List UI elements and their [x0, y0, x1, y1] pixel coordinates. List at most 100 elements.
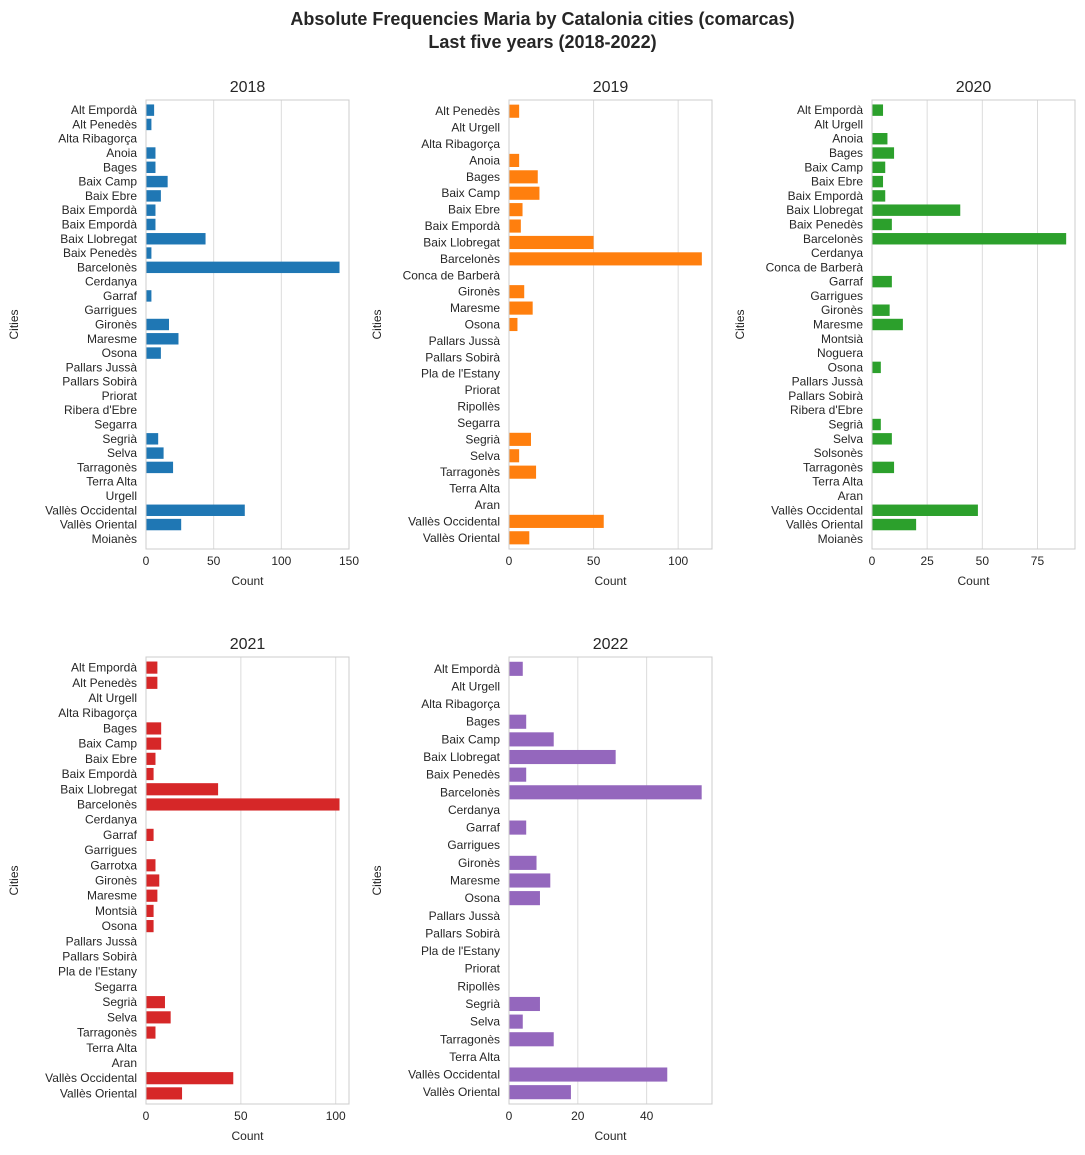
- bar: [146, 147, 156, 159]
- y-tick-label: Tarragonès: [77, 1026, 137, 1040]
- y-tick-label: Bages: [103, 721, 137, 735]
- bar: [872, 461, 895, 474]
- bar: [146, 889, 158, 902]
- y-tick-label: Bages: [103, 160, 137, 174]
- y-tick-label: Baix Empordà: [788, 189, 864, 203]
- y-tick-label: Baix Ebre: [811, 175, 863, 189]
- y-tick-label: Barcelonès: [77, 797, 137, 811]
- y-tick-label: Terra Alta: [449, 1050, 500, 1064]
- y-tick-label: Segrià: [828, 418, 863, 432]
- y-tick-label: Pla de l'Estany: [58, 965, 137, 979]
- y-tick-label: Moianès: [818, 532, 863, 546]
- bar: [146, 828, 154, 841]
- y-tick-label: Selva: [470, 449, 500, 463]
- y-tick-label: Selva: [107, 1010, 137, 1024]
- bar: [872, 304, 890, 316]
- y-tick-label: Garrigues: [810, 289, 863, 303]
- y-tick-label: Maresme: [87, 889, 137, 903]
- bar: [146, 504, 245, 516]
- y-tick-label: Barcelonès: [77, 260, 137, 274]
- bar: [509, 186, 540, 200]
- y-axis-label: Cities: [7, 865, 21, 895]
- bar: [146, 1011, 171, 1024]
- bar: [146, 118, 152, 131]
- bar: [146, 859, 156, 872]
- figure-title-line-1: Absolute Frequencies Maria by Catalonia …: [290, 9, 795, 29]
- bar: [872, 175, 884, 188]
- bar: [146, 161, 156, 174]
- y-tick-label: Segrià: [465, 997, 500, 1011]
- y-tick-label: Solsonès: [814, 446, 863, 460]
- y-tick-label: Pla de l'Estany: [421, 367, 500, 381]
- x-tick-label: 75: [1031, 554, 1045, 568]
- bar: [146, 261, 340, 274]
- y-tick-label: Pallars Jussà: [66, 934, 138, 948]
- y-tick-label: Vallès Occidental: [408, 1068, 500, 1082]
- y-tick-label: Baix Penedès: [63, 246, 137, 260]
- subplot-title: 2020: [956, 79, 992, 96]
- bar: [146, 874, 160, 887]
- y-tick-label: Conca de Barberà: [766, 260, 864, 274]
- y-tick-label: Baix Empordà: [425, 219, 501, 233]
- y-tick-label: Pallars Jussà: [66, 360, 138, 374]
- y-tick-label: Terra Alta: [449, 482, 500, 496]
- y-tick-label: Alta Ribagorça: [58, 132, 137, 146]
- y-tick-label: Ribera d'Ebre: [64, 403, 137, 417]
- bar: [146, 783, 219, 796]
- bar: [509, 252, 702, 266]
- y-tick-label: Alt Empordà: [434, 662, 500, 676]
- y-tick-label: Cerdanya: [811, 246, 863, 260]
- bar: [146, 461, 174, 474]
- bar: [509, 1085, 571, 1100]
- bar: [146, 204, 156, 216]
- y-tick-label: Alt Urgell: [88, 691, 137, 705]
- bar: [146, 904, 154, 917]
- bar: [146, 318, 170, 331]
- y-tick-label: Pallars Jussà: [429, 909, 501, 923]
- y-tick-label: Terra Alta: [86, 475, 137, 489]
- y-tick-label: Noguera: [817, 346, 863, 360]
- x-tick-label: 150: [339, 554, 359, 568]
- bar: [146, 190, 161, 202]
- y-axis-label: Cities: [370, 309, 384, 339]
- x-tick-label: 50: [234, 1109, 248, 1123]
- y-tick-label: Alta Ribagorça: [58, 706, 137, 720]
- bar: [509, 153, 520, 167]
- y-tick-label: Garraf: [103, 289, 138, 303]
- y-tick-label: Segarra: [94, 418, 137, 432]
- bar: [872, 190, 886, 202]
- x-tick-label: 0: [506, 1109, 513, 1123]
- y-tick-label: Vallès Occidental: [771, 503, 863, 517]
- x-tick-label: 0: [869, 554, 876, 568]
- bar: [509, 996, 540, 1012]
- bar: [509, 661, 523, 676]
- bar: [146, 1072, 234, 1085]
- bar: [872, 104, 884, 116]
- y-tick-label: Pallars Sobirà: [788, 389, 863, 403]
- y-tick-label: Barcelonès: [803, 232, 863, 246]
- bar: [146, 218, 156, 231]
- y-tick-label: Anoia: [469, 153, 500, 167]
- x-tick-label: 50: [207, 554, 221, 568]
- x-tick-label: 50: [587, 554, 601, 568]
- bar: [872, 433, 892, 445]
- x-tick-label: 0: [143, 554, 150, 568]
- x-tick-label: 100: [271, 554, 291, 568]
- y-tick-label: Bages: [466, 170, 500, 184]
- y-tick-label: Alt Empordà: [71, 661, 137, 675]
- y-tick-label: Baix Penedès: [789, 217, 863, 231]
- y-tick-label: Maresme: [450, 874, 500, 888]
- y-tick-label: Pallars Sobirà: [62, 375, 137, 389]
- x-tick-label: 25: [920, 554, 934, 568]
- y-tick-label: Selva: [470, 1015, 500, 1029]
- y-tick-label: Barcelonès: [440, 252, 500, 266]
- y-tick-label: Baix Camp: [804, 160, 863, 174]
- y-tick-label: Gironès: [458, 285, 500, 299]
- y-tick-label: Osona: [102, 919, 138, 933]
- bar: [872, 275, 892, 288]
- y-tick-label: Baix Camp: [441, 732, 500, 746]
- y-tick-label: Gironès: [95, 874, 137, 888]
- y-tick-label: Alta Ribagorça: [421, 697, 500, 711]
- y-tick-label: Baix Llobregat: [423, 235, 500, 249]
- y-tick-label: Montsià: [95, 904, 137, 918]
